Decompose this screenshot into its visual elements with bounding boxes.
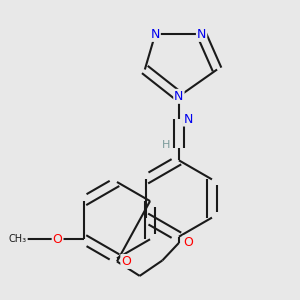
Text: CH₃: CH₃: [9, 234, 27, 244]
Text: O: O: [183, 236, 193, 249]
Text: H: H: [162, 140, 171, 150]
Text: N: N: [174, 90, 184, 103]
Text: N: N: [184, 112, 193, 125]
Text: O: O: [121, 255, 131, 268]
Text: N: N: [197, 28, 206, 41]
Text: O: O: [53, 233, 62, 246]
Text: N: N: [151, 28, 160, 41]
